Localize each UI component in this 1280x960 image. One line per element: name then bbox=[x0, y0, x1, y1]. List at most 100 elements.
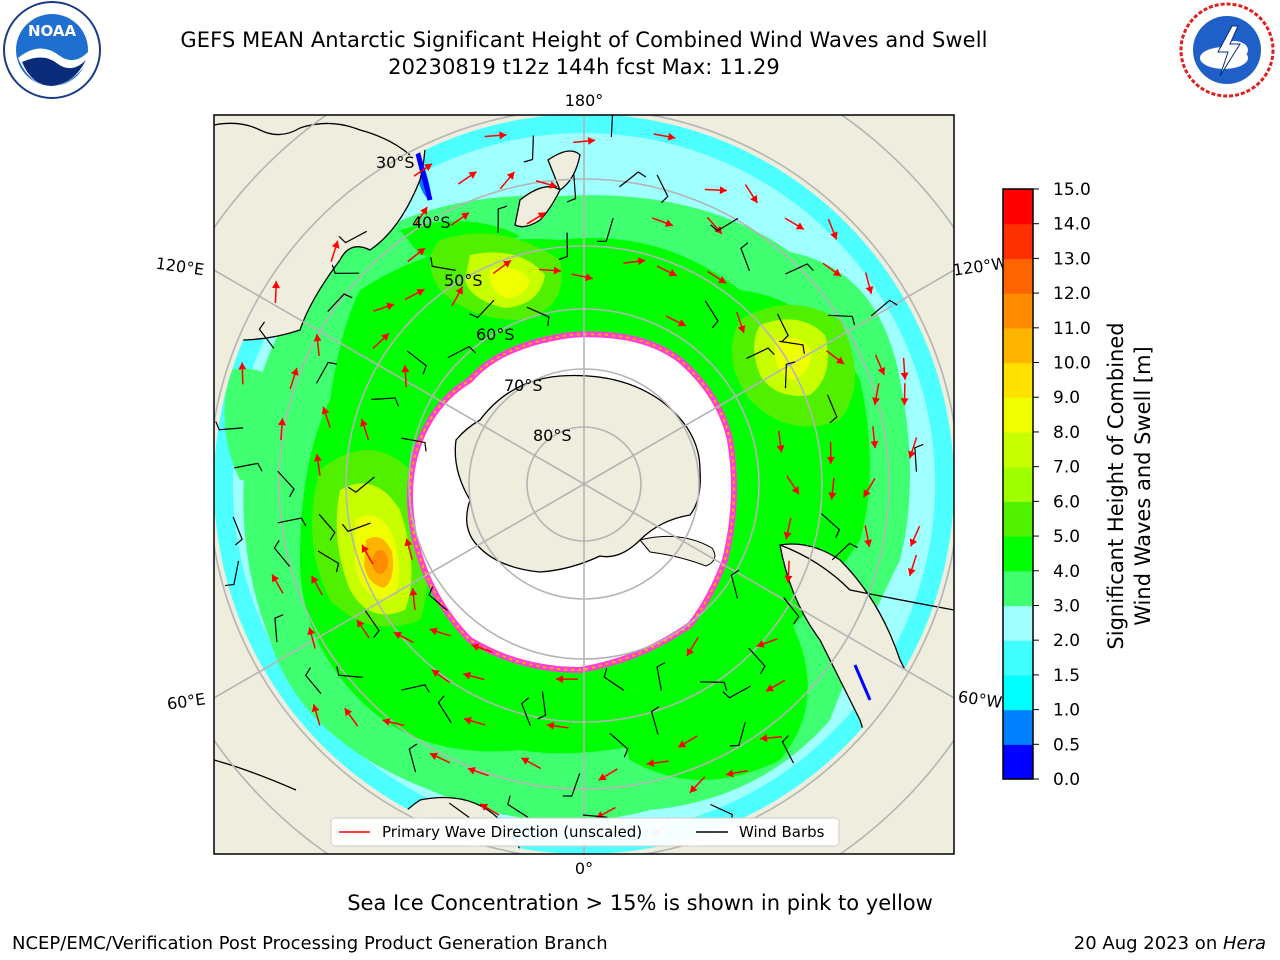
latitude-labels: 30°S 40°S 50°S 60°S 70°S 80°S bbox=[376, 153, 572, 445]
sea-ice-note: Sea Ice Concentration > 15% is shown in … bbox=[347, 891, 933, 915]
colorbar-segment bbox=[1003, 744, 1033, 780]
wave-arrow-head bbox=[865, 286, 874, 294]
colorbar-segment bbox=[1003, 570, 1033, 607]
wave-arrow-head bbox=[598, 773, 607, 781]
wave-arrow-head bbox=[776, 445, 785, 453]
wind-barb bbox=[779, 340, 805, 354]
wind-barb bbox=[406, 350, 427, 375]
wave-arrow-head bbox=[468, 171, 477, 179]
credit-text: NCEP/EMC/Verification Post Processing Pr… bbox=[12, 933, 608, 954]
wave-arrow-head bbox=[356, 619, 365, 628]
colorbar-tick-label: 3.0 bbox=[1053, 596, 1080, 616]
colorbar-segment bbox=[1003, 223, 1033, 260]
wave-arrow-head bbox=[331, 240, 340, 249]
legend-primary-wave: Primary Wave Direction (unscaled) bbox=[382, 823, 642, 841]
wave-arrow-head bbox=[726, 769, 734, 778]
wind-barb bbox=[371, 397, 399, 407]
wind-barb bbox=[566, 174, 577, 203]
wave-arrow-head bbox=[313, 454, 322, 462]
wave-arrow-head bbox=[737, 325, 746, 333]
wind-barb bbox=[338, 230, 368, 244]
wind-barb bbox=[704, 300, 719, 329]
wind-barb bbox=[827, 394, 838, 424]
wave-arrow-head bbox=[499, 131, 507, 140]
colorbar-label-line2: Wind Waves and Swell [m] bbox=[1131, 346, 1155, 626]
wave-arrow-head bbox=[424, 163, 433, 171]
colorbar-tick-label: 1.0 bbox=[1053, 701, 1080, 721]
colorbar-segment bbox=[1003, 362, 1033, 398]
wave-arrow-head bbox=[830, 231, 838, 240]
wave-arrow-head bbox=[828, 492, 837, 500]
wind-barb bbox=[821, 513, 841, 539]
colorbar-tick-label: 6.0 bbox=[1053, 492, 1080, 512]
wave-arrow-head bbox=[467, 766, 476, 775]
wave-arrow-head bbox=[471, 643, 480, 652]
wave-arrow-head bbox=[409, 588, 418, 596]
wind-barb bbox=[656, 662, 666, 691]
wave-arrow-head bbox=[506, 171, 515, 180]
colorbar-tick-label: 0.5 bbox=[1053, 735, 1080, 755]
wind-barb bbox=[277, 517, 307, 527]
wind-barb bbox=[273, 540, 291, 567]
wave-arrow-head bbox=[393, 632, 402, 640]
wave-arrow-head bbox=[417, 248, 426, 256]
wave-arrow-head bbox=[290, 367, 299, 376]
wind-barb bbox=[656, 174, 669, 204]
colorbar-segment bbox=[1003, 640, 1033, 676]
date-text: 20 Aug 2023 on Hera bbox=[1074, 933, 1266, 954]
colorbar-tick-label: 4.0 bbox=[1053, 562, 1080, 582]
wave-arrow-head bbox=[668, 269, 677, 277]
colorbar-label-line1: Significant Height of Combined bbox=[1104, 322, 1128, 649]
wave-arrow-head bbox=[307, 627, 316, 636]
wind-barb bbox=[348, 476, 375, 493]
wind-barb bbox=[327, 293, 353, 312]
colorbar-tick-label: 11.0 bbox=[1053, 319, 1091, 339]
wind-barb bbox=[364, 610, 380, 639]
colorbar-frame bbox=[1002, 188, 1034, 780]
wave-arrow-head bbox=[382, 718, 391, 726]
wind-barb bbox=[619, 171, 647, 188]
wave-arrow-head bbox=[864, 539, 872, 547]
wave-arrow-head bbox=[646, 759, 655, 768]
wind-barb bbox=[558, 232, 568, 261]
wave-arrow-head bbox=[637, 257, 646, 266]
wave-arrow-head bbox=[455, 286, 463, 295]
wave-arrow-head bbox=[272, 574, 280, 583]
wave-arrow-head bbox=[546, 721, 555, 730]
wave-arrow-head bbox=[502, 260, 511, 268]
wave-arrow-head bbox=[587, 136, 596, 145]
wave-arrow-head bbox=[401, 365, 410, 373]
wave-arrow-head bbox=[311, 704, 320, 713]
noaa-logo-text: NOAA bbox=[28, 22, 77, 40]
wind-barb bbox=[304, 667, 322, 695]
wave-arrow-head bbox=[463, 716, 472, 725]
wave-arrow-head bbox=[360, 418, 368, 427]
wave-arrow-head bbox=[719, 186, 727, 195]
colorbar-segment bbox=[1003, 709, 1033, 745]
lat-label-70s: 70°S bbox=[504, 376, 543, 395]
lon-label-60w: 60°W bbox=[957, 687, 1004, 712]
wind-barb bbox=[610, 115, 614, 137]
colorbar-tick-label: 13.0 bbox=[1053, 249, 1091, 269]
colorbar-segment bbox=[1003, 397, 1033, 433]
wave-arrow-head bbox=[277, 418, 286, 426]
wave-arrow-head bbox=[272, 281, 281, 289]
wave-arrow-head bbox=[480, 803, 489, 811]
wave-arrow-head bbox=[791, 486, 799, 495]
lat-label-60s: 60°S bbox=[476, 325, 515, 344]
wind-barb bbox=[401, 437, 427, 452]
wind-barb bbox=[507, 795, 529, 818]
wind-barb bbox=[828, 314, 856, 326]
wind-barb bbox=[914, 443, 924, 472]
wave-arrow-head bbox=[765, 684, 775, 692]
wind-barb bbox=[317, 550, 340, 573]
wave-arrow-head bbox=[463, 671, 472, 680]
wave-arrow-head bbox=[689, 784, 698, 793]
colorbar-tick-label: 7.0 bbox=[1053, 458, 1080, 478]
wave-arrow-head bbox=[585, 273, 593, 282]
wave-arrow-head bbox=[756, 640, 765, 648]
wind-barb bbox=[831, 542, 858, 561]
wind-barb bbox=[783, 597, 800, 625]
colorbar-segment bbox=[1003, 258, 1033, 294]
colorbar-tick-label: 2.0 bbox=[1053, 631, 1080, 651]
